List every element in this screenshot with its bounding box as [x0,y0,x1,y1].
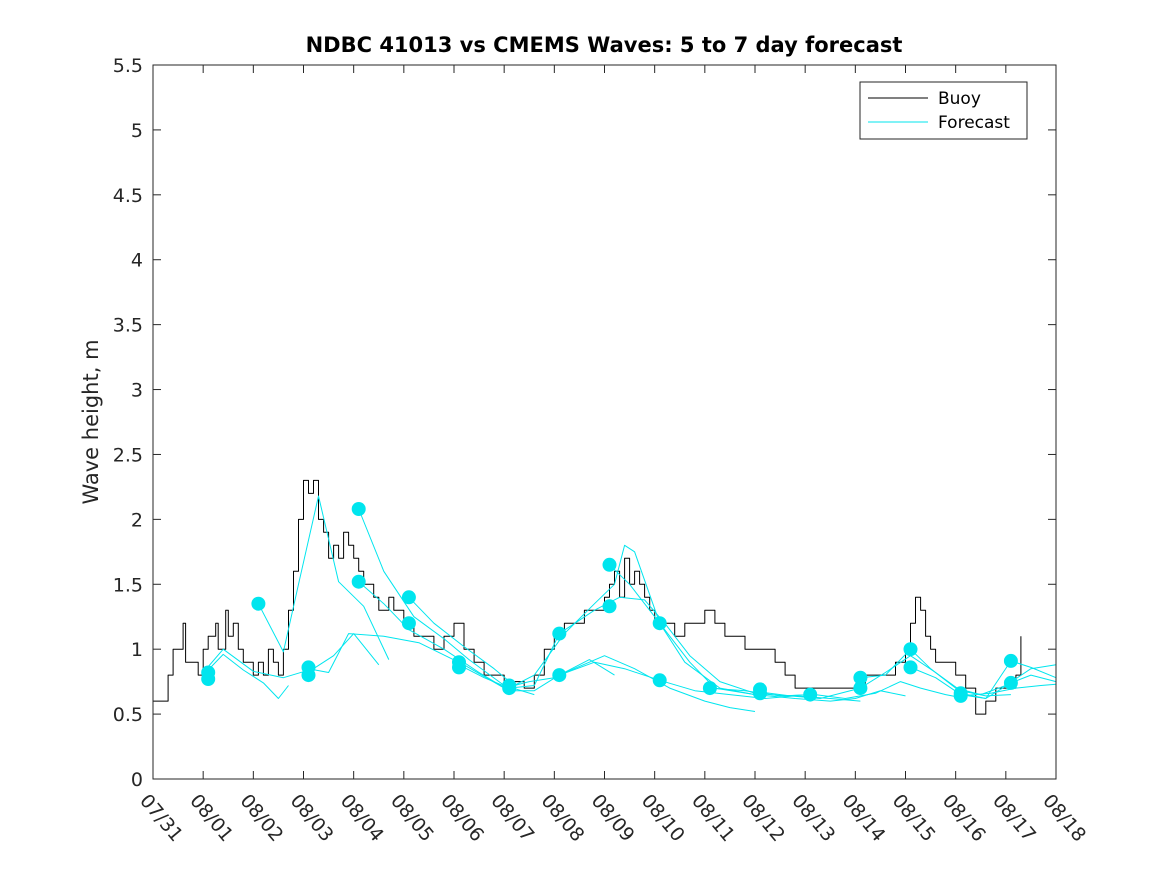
forecast-marker [903,642,918,657]
forecast-line [202,653,289,699]
legend-forecast-label: Forecast [938,113,1010,133]
forecast-marker [552,626,567,641]
forecast-marker [652,673,667,688]
forecast-marker [702,681,717,696]
forecast-marker [401,590,416,605]
forecast-marker [853,670,868,685]
chart-title: NDBC 41013 vs CMEMS Waves: 5 to 7 day fo… [306,33,903,57]
forecast-line [408,544,756,696]
forecast-marker [401,616,416,631]
forecast-line [960,683,1057,697]
forecast-marker [452,660,466,675]
y-tick-label: 0 [131,769,143,791]
y-axis-label: Wave height, m [79,339,103,504]
y-tick-label: 1.5 [113,574,143,596]
y-tick-label: 2 [131,509,143,531]
forecast-marker [251,596,266,611]
y-axis-ticks: 0 0.5 1 1.5 2 2.5 3 3.5 4 4.5 5 5.5 [113,55,1056,791]
legend-box [859,81,1028,140]
forecast-marker [803,687,818,702]
legend-buoy-label: Buoy [938,89,981,109]
y-tick-label: 5.5 [113,55,143,77]
forecast-marker [853,681,868,696]
forecast-line [860,648,1057,696]
forecast-line [257,495,390,660]
forecast-marker [502,681,517,696]
forecast-marker [953,688,968,703]
forecast-marker [552,668,567,683]
forecast-marker [1003,653,1018,668]
y-tick-label: 1 [131,639,143,661]
forecast-marker [201,672,216,686]
forecast-marker [903,660,918,675]
forecast-marker [351,574,366,589]
forecast-line [202,633,380,679]
y-tick-label: 4 [131,250,143,272]
forecast-marker [652,616,667,631]
y-tick-label: 4.5 [113,185,143,207]
y-tick-label: 0.5 [113,704,143,726]
forecast-marker [301,668,316,683]
forecast-marker [602,557,617,572]
plot-frame [152,64,1057,780]
forecast-line [358,581,756,712]
forecast-markers [201,502,1018,703]
forecast-marker [602,599,617,614]
legend: Buoy Forecast [859,81,1028,140]
forecast-marker [351,502,366,516]
y-tick-label: 5 [131,120,143,142]
forecast-marker [1003,675,1018,690]
y-tick-label: 3.5 [113,315,143,337]
y-tick-label: 2.5 [113,444,143,466]
forecast-marker [753,686,767,701]
y-tick-label: 3 [131,380,143,402]
